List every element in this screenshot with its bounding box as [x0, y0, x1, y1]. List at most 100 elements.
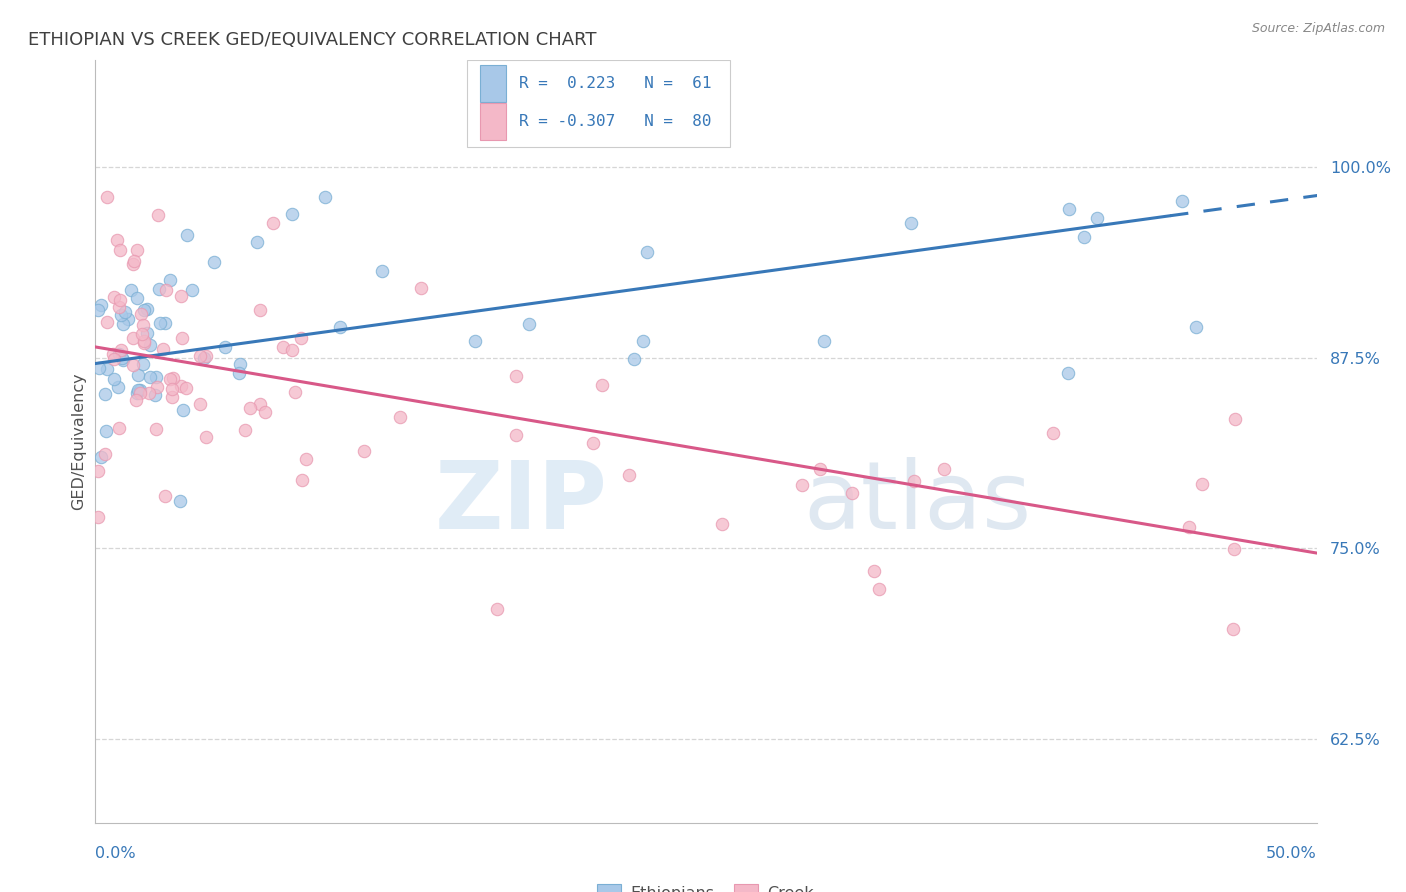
Text: ETHIOPIAN VS CREEK GED/EQUIVALENCY CORRELATION CHART: ETHIOPIAN VS CREEK GED/EQUIVALENCY CORRE…	[28, 31, 596, 49]
Point	[617, 467, 640, 482]
Point	[174, 381, 197, 395]
Point	[145, 422, 167, 436]
Point	[329, 320, 352, 334]
Point	[87, 303, 110, 318]
Point	[371, 263, 394, 277]
Point	[127, 383, 149, 397]
Point	[143, 388, 166, 402]
Point	[108, 293, 131, 308]
Point	[411, 281, 433, 295]
Point	[233, 423, 256, 437]
Point	[868, 582, 890, 596]
Point	[127, 244, 149, 258]
Point	[1085, 211, 1108, 226]
Point	[900, 216, 922, 230]
Point	[159, 273, 181, 287]
Point	[149, 317, 172, 331]
Point	[121, 257, 143, 271]
Point	[202, 255, 225, 269]
Point	[128, 386, 150, 401]
Point	[903, 474, 925, 488]
Point	[194, 349, 217, 363]
Point	[110, 308, 132, 322]
Point	[131, 327, 153, 342]
Point	[808, 462, 831, 476]
Y-axis label: GED/Equivalency: GED/Equivalency	[72, 373, 86, 510]
Point	[193, 351, 215, 366]
Point	[122, 254, 145, 268]
Point	[591, 378, 613, 392]
Point	[170, 289, 193, 303]
Point	[863, 564, 886, 578]
Point	[464, 334, 486, 348]
Point	[169, 379, 191, 393]
Point	[792, 478, 814, 492]
Point	[1185, 320, 1208, 334]
Point	[108, 300, 131, 314]
Point	[229, 358, 252, 372]
Point	[108, 243, 131, 257]
Point	[96, 315, 118, 329]
Point	[1222, 622, 1244, 636]
Point	[127, 386, 149, 401]
FancyBboxPatch shape	[467, 60, 730, 147]
Point	[582, 435, 605, 450]
Point	[153, 489, 176, 503]
Point	[155, 283, 177, 297]
Point	[841, 486, 863, 500]
Point	[138, 370, 160, 384]
Point	[112, 353, 135, 368]
Point	[125, 291, 148, 305]
Point	[152, 342, 174, 356]
Point	[90, 450, 112, 465]
Point	[1178, 520, 1201, 534]
Point	[239, 401, 262, 415]
Point	[162, 390, 184, 404]
Text: R =  0.223   N =  61: R = 0.223 N = 61	[519, 76, 711, 91]
Point	[136, 302, 159, 317]
Point	[132, 318, 155, 332]
Point	[1191, 477, 1213, 491]
Point	[125, 392, 148, 407]
Text: R = -0.307   N =  80: R = -0.307 N = 80	[519, 114, 711, 129]
Point	[107, 380, 129, 394]
Point	[176, 228, 198, 243]
Point	[129, 384, 152, 398]
Point	[281, 343, 304, 358]
Point	[138, 385, 160, 400]
Point	[162, 371, 184, 385]
Point	[623, 352, 645, 367]
Point	[112, 317, 135, 331]
Point	[134, 335, 156, 350]
Point	[249, 303, 271, 318]
Point	[388, 409, 411, 424]
Text: 50.0%: 50.0%	[1265, 846, 1317, 861]
FancyBboxPatch shape	[479, 103, 506, 140]
Point	[120, 283, 142, 297]
Point	[271, 339, 294, 353]
Text: 0.0%: 0.0%	[94, 846, 135, 861]
Point	[103, 290, 125, 304]
Point	[136, 326, 159, 340]
Point	[122, 331, 145, 345]
Point	[122, 359, 145, 373]
Point	[103, 351, 125, 366]
Point	[813, 334, 835, 349]
Text: ZIP: ZIP	[434, 457, 607, 549]
Point	[505, 428, 527, 442]
Point	[127, 368, 149, 383]
Point	[290, 331, 312, 345]
Point	[107, 347, 129, 361]
Point	[188, 397, 211, 411]
FancyBboxPatch shape	[479, 65, 506, 102]
Point	[103, 347, 125, 361]
Point	[108, 421, 131, 435]
Point	[517, 317, 540, 331]
Point	[90, 298, 112, 312]
Point	[87, 360, 110, 375]
Point	[485, 602, 508, 616]
Point	[249, 397, 271, 411]
Point	[110, 343, 132, 357]
Legend: Ethiopians, Creek: Ethiopians, Creek	[591, 878, 821, 892]
Point	[172, 402, 194, 417]
